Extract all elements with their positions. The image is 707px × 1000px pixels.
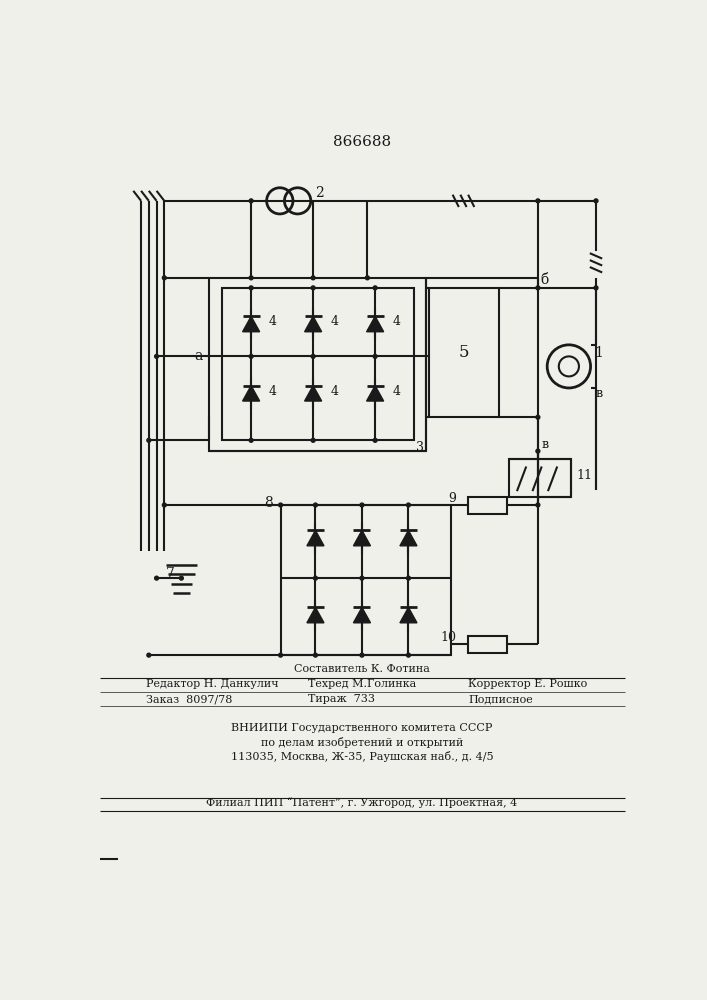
Circle shape <box>249 276 253 280</box>
Circle shape <box>249 438 253 442</box>
Circle shape <box>407 503 410 507</box>
Circle shape <box>311 438 315 442</box>
Polygon shape <box>307 607 324 623</box>
Circle shape <box>360 576 364 580</box>
Circle shape <box>279 503 283 507</box>
Circle shape <box>313 653 317 657</box>
Circle shape <box>407 653 410 657</box>
Bar <box>209 278 426 451</box>
Circle shape <box>313 503 317 507</box>
Text: 1: 1 <box>595 346 603 360</box>
Bar <box>509 459 571 497</box>
Polygon shape <box>400 607 417 623</box>
Circle shape <box>536 199 540 203</box>
Text: 7: 7 <box>166 567 175 581</box>
Polygon shape <box>367 386 384 401</box>
Circle shape <box>311 286 315 290</box>
Bar <box>281 505 451 655</box>
Circle shape <box>407 576 410 580</box>
Text: 4: 4 <box>330 315 338 328</box>
Polygon shape <box>305 386 322 401</box>
Polygon shape <box>307 530 324 546</box>
Circle shape <box>536 415 540 419</box>
Circle shape <box>163 503 166 507</box>
Text: 866688: 866688 <box>333 135 391 149</box>
Text: 113035, Москва, Ж-35, Раушская наб., д. 4/5: 113035, Москва, Ж-35, Раушская наб., д. … <box>230 751 493 762</box>
Text: ВНИИПИ Государственного комитета СССР: ВНИИПИ Государственного комитета СССР <box>231 723 493 733</box>
Text: Техред М.Голинка: Техред М.Голинка <box>308 679 416 689</box>
Text: в: в <box>595 387 602 400</box>
Text: 4: 4 <box>392 315 400 328</box>
Circle shape <box>147 653 151 657</box>
Text: Составитель К. Фотина: Составитель К. Фотина <box>294 664 430 674</box>
Circle shape <box>249 199 253 203</box>
Text: 5: 5 <box>459 344 469 361</box>
Polygon shape <box>354 530 370 546</box>
Polygon shape <box>354 607 370 623</box>
Text: Корректор Е. Рошко: Корректор Е. Рошко <box>468 679 588 689</box>
Text: по делам изобретений и открытий: по делам изобретений и открытий <box>261 737 463 748</box>
Circle shape <box>155 354 158 358</box>
Circle shape <box>360 653 364 657</box>
Circle shape <box>360 503 364 507</box>
Circle shape <box>147 438 151 442</box>
Circle shape <box>180 576 183 580</box>
Text: Филиал ПИП “Патент”, г. Ужгород, ул. Проектная, 4: Филиал ПИП “Патент”, г. Ужгород, ул. Про… <box>206 798 518 808</box>
Circle shape <box>249 354 253 358</box>
Text: в: в <box>542 438 549 451</box>
Text: Подписное: Подписное <box>468 694 533 704</box>
Text: 9: 9 <box>449 492 457 505</box>
Circle shape <box>373 438 377 442</box>
Bar <box>468 636 507 653</box>
Circle shape <box>373 354 377 358</box>
Circle shape <box>311 276 315 280</box>
Text: 4: 4 <box>268 385 276 398</box>
Circle shape <box>373 286 377 290</box>
Circle shape <box>366 276 369 280</box>
Circle shape <box>536 286 540 290</box>
Text: Редактор Н. Данкулич: Редактор Н. Данкулич <box>146 679 279 689</box>
Text: б: б <box>540 273 549 287</box>
Circle shape <box>311 354 315 358</box>
Text: 3: 3 <box>416 441 424 454</box>
Text: 10: 10 <box>440 631 457 644</box>
Polygon shape <box>243 316 259 332</box>
Text: Заказ  8097/78: Заказ 8097/78 <box>146 694 233 704</box>
Text: Тираж  733: Тираж 733 <box>308 694 375 704</box>
Bar <box>222 288 414 440</box>
Circle shape <box>313 576 317 580</box>
Polygon shape <box>367 316 384 332</box>
Text: 4: 4 <box>268 315 276 328</box>
Circle shape <box>594 199 598 203</box>
Polygon shape <box>243 386 259 401</box>
Circle shape <box>279 653 283 657</box>
Bar <box>429 288 499 417</box>
Polygon shape <box>400 530 417 546</box>
Text: 2: 2 <box>315 186 323 200</box>
Circle shape <box>163 276 166 280</box>
Circle shape <box>536 503 540 507</box>
Text: а: а <box>194 349 203 363</box>
Text: 8: 8 <box>264 496 273 510</box>
Circle shape <box>155 576 158 580</box>
Polygon shape <box>305 316 322 332</box>
Circle shape <box>594 286 598 290</box>
Circle shape <box>249 286 253 290</box>
Bar <box>468 497 507 514</box>
Text: 4: 4 <box>392 385 400 398</box>
Text: 4: 4 <box>330 385 338 398</box>
Text: 11: 11 <box>577 469 592 482</box>
Circle shape <box>536 449 540 453</box>
